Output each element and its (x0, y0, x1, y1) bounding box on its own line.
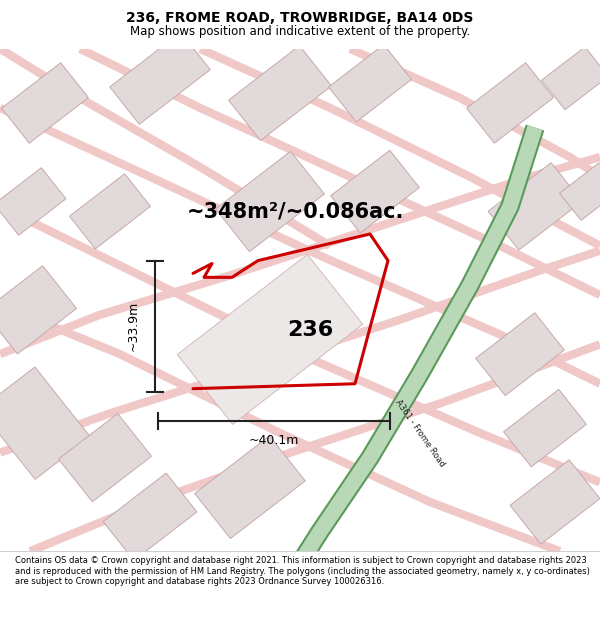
Text: 236: 236 (287, 319, 333, 339)
Text: ~348m²/~0.086ac.: ~348m²/~0.086ac. (187, 201, 404, 221)
Polygon shape (331, 150, 419, 233)
Polygon shape (177, 254, 363, 424)
Polygon shape (70, 174, 151, 249)
Polygon shape (0, 266, 76, 354)
Polygon shape (560, 163, 600, 221)
Text: ~33.9m: ~33.9m (127, 301, 139, 351)
Text: Contains OS data © Crown copyright and database right 2021. This information is : Contains OS data © Crown copyright and d… (15, 556, 590, 586)
Polygon shape (467, 62, 553, 143)
Text: ~40.1m: ~40.1m (249, 434, 299, 447)
Text: 236, FROME ROAD, TROWBRIDGE, BA14 0DS: 236, FROME ROAD, TROWBRIDGE, BA14 0DS (127, 11, 473, 25)
Polygon shape (215, 151, 325, 252)
Polygon shape (0, 367, 90, 479)
Polygon shape (2, 62, 88, 143)
Text: Map shows position and indicative extent of the property.: Map shows position and indicative extent… (130, 25, 470, 38)
Polygon shape (0, 168, 66, 235)
Polygon shape (103, 473, 197, 561)
Polygon shape (329, 44, 412, 122)
Polygon shape (542, 47, 600, 110)
Polygon shape (503, 389, 586, 467)
Text: A361 - Frome Road: A361 - Frome Road (394, 398, 446, 468)
Polygon shape (488, 162, 582, 250)
Polygon shape (510, 460, 600, 544)
Polygon shape (110, 32, 210, 124)
Polygon shape (59, 414, 151, 502)
Polygon shape (229, 46, 331, 141)
Polygon shape (195, 436, 305, 539)
Polygon shape (476, 312, 565, 396)
